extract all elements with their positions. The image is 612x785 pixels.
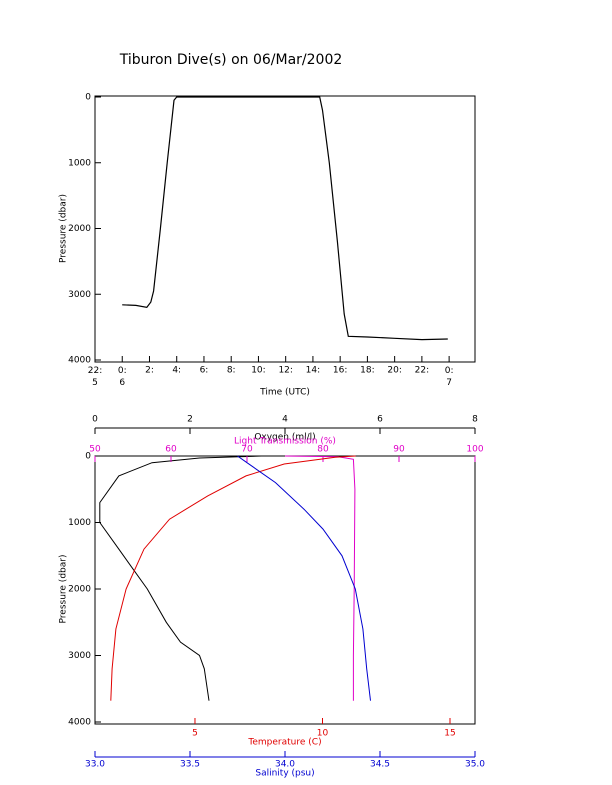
x-tick-label: 34.0 [275,760,295,770]
x-tick-label: 20: [387,366,401,376]
y-axis-title: Pressure (dbar) [59,194,69,263]
x-tick-label: 34.5 [370,760,390,770]
y-tick-label: 3000 [68,651,91,661]
y-tick-label: 1000 [68,518,91,528]
x-tick-label: 22: [415,366,429,376]
profile-line [237,455,371,701]
x-tick-label: 14: [306,366,320,376]
y-tick-label: 4000 [68,356,91,366]
x-tick-label: 8 [472,415,478,425]
profile-line [99,455,262,701]
x-axis-title: Temperature (C) [247,738,321,748]
x-axis-title: Salinity (psu) [255,769,314,779]
x-axis-title: Oxygen (ml/l) [254,433,315,443]
y-axis-title: Pressure (dbar) [59,555,69,624]
y-tick-label: 2000 [68,585,91,595]
x-tick-label: 0: 6 [118,366,127,388]
x-tick-label: 6: [200,366,209,376]
x-tick-label: 33.5 [180,760,200,770]
x-tick-label: 16: [333,366,347,376]
x-tick-label: 35.0 [465,760,485,770]
x-tick-label: 60 [165,445,177,455]
x-tick-label: 100 [466,445,483,455]
profile-line [110,455,356,701]
x-tick-label: 6 [377,415,383,425]
dive-line [122,96,448,341]
x-axis-title: Time (UTC) [259,388,310,398]
x-tick-label: 4 [282,415,288,425]
y-tick-label: 4000 [68,718,91,728]
x-tick-label: 12: [278,366,292,376]
x-tick-label: 4: [172,366,181,376]
x-tick-label: 0 [92,415,98,425]
x-tick-label: 70 [241,445,253,455]
y-tick-label: 0 [85,93,91,103]
y-tick-label: 0 [85,452,91,462]
x-tick-label: 5 [192,729,198,739]
y-tick-label: 3000 [68,290,91,300]
x-tick-label: 10: [251,366,265,376]
chart-title: Tiburon Dive(s) on 06/Mar/2002 [119,52,343,68]
x-tick-label: 15 [444,729,455,739]
x-tick-label: 8: [227,366,236,376]
x-tick-label: 80 [317,445,329,455]
x-tick-label: 2: [145,366,154,376]
x-tick-label: 22: 5 [88,366,102,388]
y-tick-label: 2000 [68,224,91,234]
x-tick-label: 2 [187,415,193,425]
x-tick-label: 10 [317,729,329,739]
plot-frame [94,455,476,725]
x-tick-label: 50 [89,445,101,455]
x-tick-label: 90 [393,445,405,455]
x-tick-label: 33.0 [85,760,105,770]
x-axis-title: Light Transmission (%) [234,437,336,447]
profile-line [284,455,356,701]
plot-frame [94,95,476,363]
x-tick-label: 0: 7 [445,366,454,388]
x-tick-label: 18: [360,366,374,376]
y-tick-label: 1000 [68,158,91,168]
